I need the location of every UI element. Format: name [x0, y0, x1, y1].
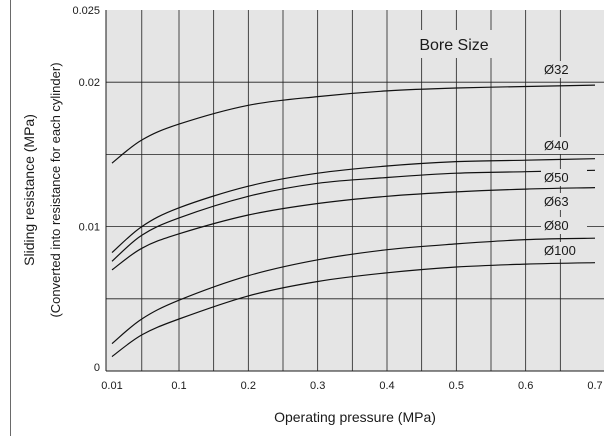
bore-size-label-bg — [404, 30, 504, 58]
x-tick-label: 0.1 — [171, 380, 186, 392]
x-axis-label: Operating pressure (MPa) — [274, 409, 436, 425]
x-tick-label: 0.6 — [518, 380, 533, 392]
series-label-bg — [541, 137, 587, 154]
x-tick-label: 0.4 — [379, 380, 394, 392]
series-label: Ø63 — [544, 194, 569, 209]
grid-lines — [106, 10, 604, 371]
series-line — [111, 187, 596, 271]
legend-title: Bore Size — [419, 37, 488, 54]
plot-area — [106, 10, 604, 371]
y-tick-label: 0.02 — [79, 77, 100, 89]
series-line — [111, 169, 596, 262]
series-label-bg — [541, 169, 587, 186]
series-label-bg — [541, 217, 587, 234]
series-lines — [111, 84, 596, 358]
y-axis-label-secondary: (Converted into resistance for each cyli… — [48, 62, 63, 317]
x-tick-labels: 0.01 0.1 0.2 0.3 0.4 0.5 0.6 0.7 — [101, 380, 602, 392]
y-tick-label: 0.01 — [79, 222, 100, 234]
series-line — [111, 158, 596, 254]
series-line — [111, 84, 596, 164]
series-label-bg — [541, 242, 587, 259]
series-label-bg — [541, 193, 587, 210]
series-labels: Ø32 Ø40 Ø50 Ø63 Ø80 Ø100 — [541, 61, 587, 259]
x-tick-label: 0.2 — [241, 380, 256, 392]
series-label: Ø50 — [544, 170, 569, 185]
x-tick-label: 0.7 — [587, 380, 602, 392]
x-tick-label: 0.3 — [310, 380, 325, 392]
y-tick-labels: 0 0.01 0.02 0.025 — [72, 5, 100, 374]
series-label: Ø40 — [544, 138, 569, 153]
series-line — [111, 262, 596, 358]
y-tick-label: 0 — [94, 362, 100, 374]
series-line — [111, 237, 596, 345]
series-label: Ø80 — [544, 218, 569, 233]
x-tick-label: 0.5 — [449, 380, 464, 392]
y-axis-label: Sliding resistance (MPa) — [21, 114, 37, 266]
x-tick-label: 0.01 — [101, 380, 122, 392]
series-label: Ø32 — [544, 62, 569, 77]
y-tick-label: 0.025 — [72, 5, 100, 17]
series-label-bg — [541, 61, 587, 78]
series-label: Ø100 — [544, 243, 576, 258]
